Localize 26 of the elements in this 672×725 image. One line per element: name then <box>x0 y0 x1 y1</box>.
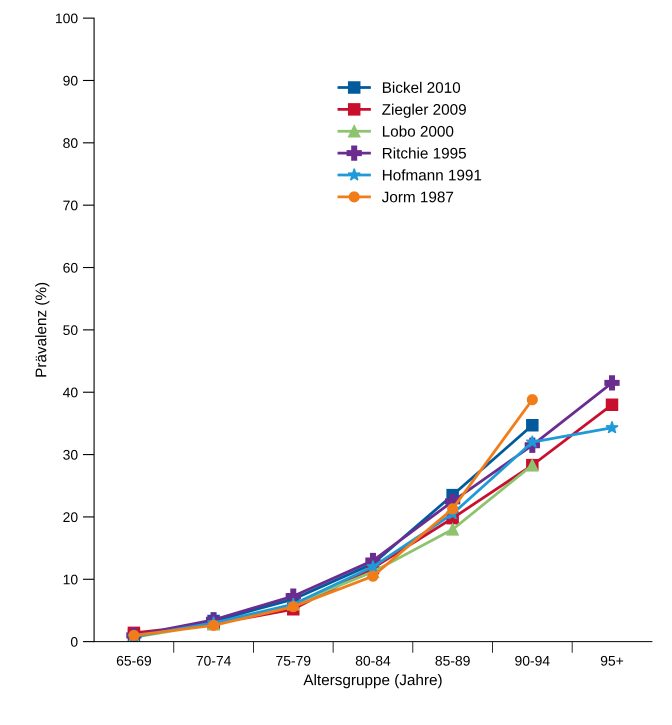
legend-label: Hofmann 1991 <box>382 169 482 180</box>
legend-label: Bickel 2010 <box>382 82 460 93</box>
y-tick-label: 50 <box>63 325 78 336</box>
y-tick-label: 0 <box>70 636 78 647</box>
y-tick-label: 70 <box>63 200 78 210</box>
y-tick-label: 40 <box>62 388 78 398</box>
legend-label: Lobo 2000 <box>382 126 454 137</box>
x-tick-label: 95+ <box>600 656 624 666</box>
x-tick-label: 85-89 <box>435 656 470 666</box>
x-tick-label: 90-94 <box>515 656 550 666</box>
legend-label: Jorm 1987 <box>382 192 454 202</box>
y-tick-label: 60 <box>63 262 78 273</box>
legend-label: Ziegler 2009 <box>382 104 466 118</box>
legend-label: Ritchie 1995 <box>382 147 466 159</box>
y-tick-label: 80 <box>63 138 78 148</box>
x-tick-label: 75-79 <box>276 656 310 666</box>
y-tick-label: 20 <box>63 512 78 522</box>
y-tick-label: 10 <box>64 574 78 584</box>
y-tick-label: 30 <box>63 450 78 460</box>
x-tick-label: 80-84 <box>356 656 390 666</box>
x-axis-title: Altersgruppe (Jahre) <box>303 674 442 688</box>
x-tick-label: 65-69 <box>116 656 152 666</box>
x-tick-label: 70-74 <box>196 656 231 666</box>
y-axis-title: Prävalenz (%) <box>35 282 50 377</box>
y-tick-label: 100 <box>56 13 78 24</box>
y-tick-label: 90 <box>63 76 78 86</box>
